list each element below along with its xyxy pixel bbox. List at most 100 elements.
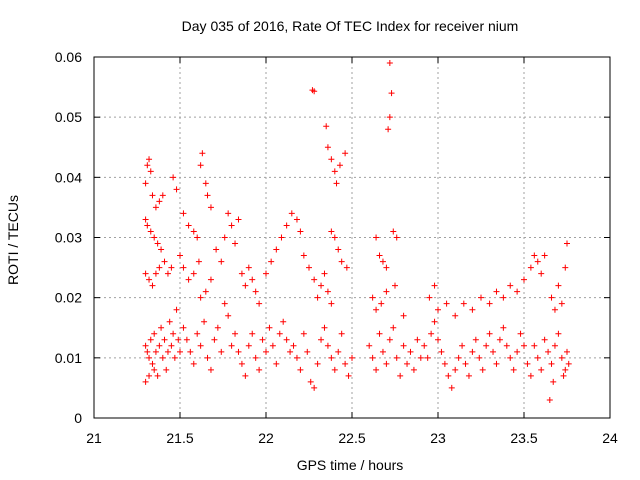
data-point [161,258,168,265]
data-point [558,300,565,307]
data-point [235,216,242,223]
data-point [558,354,565,361]
data-point [146,372,153,379]
data-point [173,306,180,313]
data-point [460,300,467,307]
data-point [146,354,153,361]
data-point [479,366,486,373]
data-point [147,168,154,175]
data-point [478,294,484,301]
data-point [151,366,158,373]
data-point [538,270,545,277]
data-point [507,354,514,361]
data-point [245,342,252,349]
data-point [469,348,476,355]
data-point [527,372,534,379]
data-point [521,342,527,349]
data-point [551,306,558,313]
data-point [144,162,151,169]
data-point [146,156,153,163]
data-point [435,306,441,313]
data-point [221,300,228,307]
data-point [149,360,156,367]
data-point [393,234,400,241]
data-point [507,282,514,289]
data-point [211,336,218,343]
data-point [213,246,220,253]
data-point [335,348,342,355]
data-point [417,354,424,361]
data-point [288,210,295,217]
data-point [318,336,325,343]
data-point [228,342,235,349]
y-tick-label: 0.02 [55,290,82,306]
data-point [149,282,156,289]
data-point [142,180,149,187]
data-point [445,372,452,379]
data-point [383,288,390,295]
data-point [538,366,545,373]
data-point [199,150,206,157]
y-tick-labels: 0 0.01 0.02 0.03 0.04 0.05 0.06 [55,49,82,426]
data-point [161,336,168,343]
data-point [333,180,340,187]
data-point [204,192,211,199]
data-point [190,228,197,235]
data-point [379,348,386,355]
x-axis-label: GPS time / hours [297,457,404,473]
data-point [338,258,345,265]
data-point [249,330,256,337]
data-point [414,336,421,343]
data-point [245,264,252,271]
data-point [156,198,163,205]
y-tick-label: 0.05 [55,109,82,125]
data-point [300,330,307,337]
data-point [369,294,376,301]
data-point [555,282,562,289]
data-point [388,90,395,97]
data-point [152,204,159,211]
data-point [207,276,214,283]
data-point [225,210,232,217]
data-point [421,342,428,349]
data-point [194,234,201,241]
data-point [185,222,192,229]
data-point [455,354,462,361]
data-point [366,342,373,349]
data-point [151,234,158,241]
data-point [462,360,469,367]
data-point [168,264,175,271]
x-tick-label: 24 [602,430,618,446]
data-point [564,240,570,247]
data-point [204,354,211,361]
data-point [521,276,527,283]
data-point [297,366,304,373]
data-point [318,282,325,289]
y-tick-label: 0.06 [55,49,82,65]
y-tick-label: 0 [74,410,82,426]
data-point [202,180,209,187]
data-point [383,360,390,367]
data-point [256,300,263,307]
data-point [156,342,163,349]
data-point [304,348,311,355]
data-point [314,294,321,301]
x-tick-label: 23 [430,430,446,446]
data-point [527,264,534,271]
data-point [156,264,163,271]
data-point [486,300,493,307]
data-point [373,306,380,313]
data-point [331,366,338,373]
data-point [197,342,204,349]
data-point [562,264,569,271]
data-point [452,366,459,373]
data-point [407,348,414,355]
data-point [441,360,448,367]
y-tick-label: 0.01 [55,350,82,366]
data-point [287,348,294,355]
data-point [185,276,192,283]
data-point [201,318,208,325]
data-point [493,360,500,367]
data-point [307,378,314,385]
data-point [321,324,328,331]
